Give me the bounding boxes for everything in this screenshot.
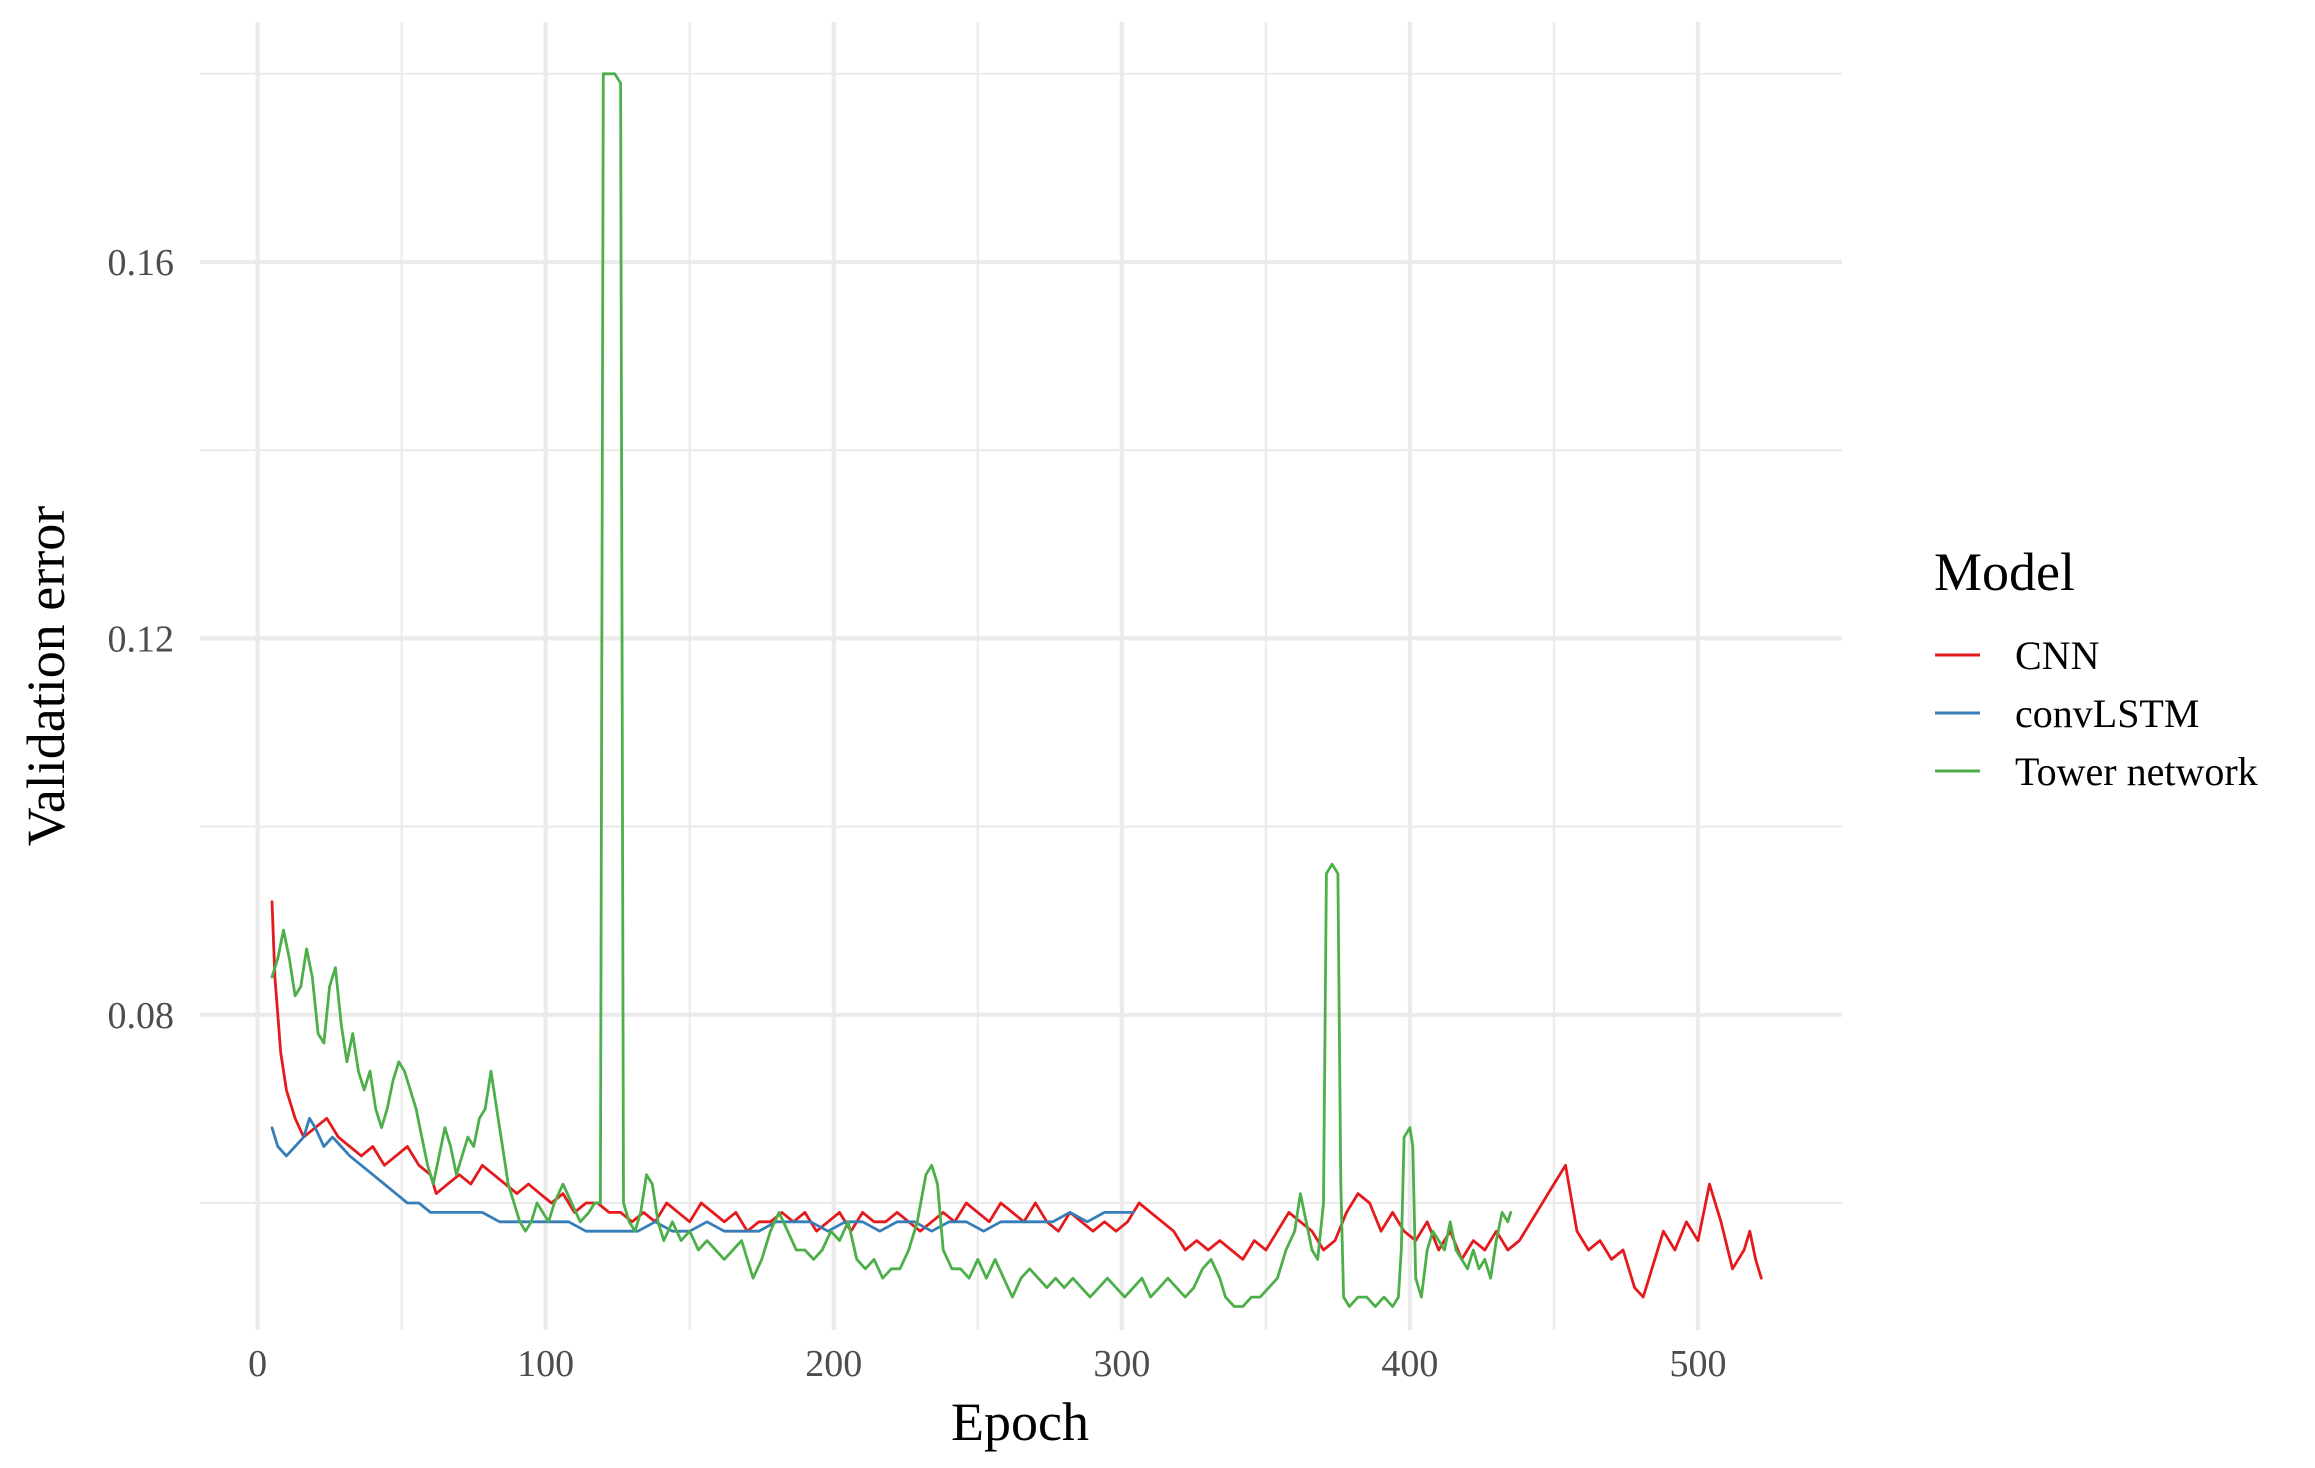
legend-label: Tower network (2015, 749, 2258, 794)
x-tick-label: 100 (517, 1343, 574, 1385)
x-tick-label: 0 (248, 1343, 267, 1385)
series-line-convlstm (270, 1116, 1135, 1233)
y-tick-label: 0.08 (108, 995, 175, 1037)
x-tick-label: 400 (1381, 1343, 1438, 1385)
legend: Model CNN convLSTM Tower network (1934, 542, 2258, 794)
x-tick-label: 500 (1669, 1343, 1726, 1385)
grid (200, 22, 1842, 1330)
legend-items: CNN convLSTM Tower network (1935, 633, 2258, 794)
x-tick-label: 300 (1093, 1343, 1150, 1385)
y-tick-label: 0.16 (108, 242, 175, 284)
x-tick-labels: 0 100 200 300 400 500 (248, 1343, 1726, 1385)
y-axis-title: Validation error (16, 506, 76, 846)
legend-label: CNN (2015, 633, 2099, 678)
series-layer (270, 72, 1763, 1308)
y-tick-label: 0.12 (108, 618, 175, 660)
series-line-tower-network (270, 72, 1513, 1308)
y-tick-labels: 0.08 0.12 0.16 (108, 242, 175, 1037)
x-axis-title: Epoch (951, 1392, 1089, 1452)
x-tick-label: 200 (805, 1343, 862, 1385)
series-line-cnn (270, 900, 1763, 1299)
legend-label: convLSTM (2015, 691, 2199, 736)
legend-title: Model (1934, 542, 2075, 602)
